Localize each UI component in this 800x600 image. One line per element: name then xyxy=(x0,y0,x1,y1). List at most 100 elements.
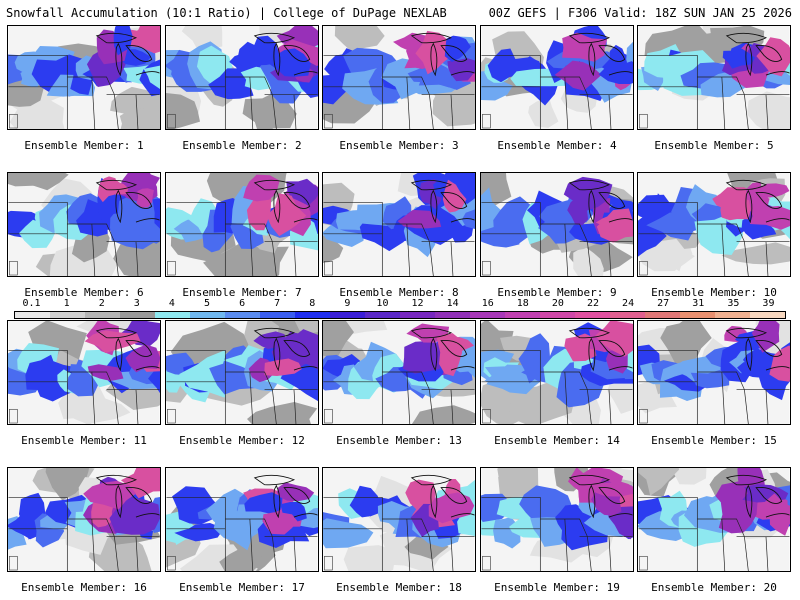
ensemble-panel-9 xyxy=(480,172,634,277)
colorbar-tick-label: 5 xyxy=(203,298,211,309)
ensemble-panel-19 xyxy=(480,467,634,572)
snowfall-map xyxy=(8,26,160,129)
ensemble-panel-6 xyxy=(7,172,161,277)
colorbar-tick-label: 4 xyxy=(168,298,175,309)
snowfall-map xyxy=(481,26,633,129)
snowfall-map xyxy=(481,468,633,571)
colorbar-tick-label: 20 xyxy=(551,298,564,309)
colorbar-tick-label: 2 xyxy=(98,298,105,309)
colorbar-segment xyxy=(225,312,260,318)
snowfall-colorbar xyxy=(14,311,786,319)
ensemble-member-label: Ensemble Member: 5 xyxy=(654,139,774,152)
colorbar-tick-label: 3 xyxy=(133,298,140,309)
colorbar-tick-label: 16 xyxy=(481,298,494,309)
colorbar-tick-label: 1 xyxy=(63,298,70,309)
colorbar-segment xyxy=(435,312,470,318)
ensemble-panel-3 xyxy=(322,25,476,130)
snowfall-map xyxy=(8,468,160,571)
colorbar-segment xyxy=(330,312,365,318)
ensemble-panel-5 xyxy=(637,25,791,130)
colorbar-tick-label: 35 xyxy=(727,298,740,309)
colorbar-tick-label: 10 xyxy=(376,298,389,309)
snowfall-map xyxy=(166,468,318,571)
snowfall-map xyxy=(323,173,475,276)
colorbar-tick-label: 31 xyxy=(692,298,705,309)
ensemble-member-label: Ensemble Member: 8 xyxy=(339,286,459,299)
ensemble-member-label: Ensemble Member: 6 xyxy=(24,286,144,299)
ensemble-member-label: Ensemble Member: 1 xyxy=(24,139,144,152)
ensemble-member-label: Ensemble Member: 3 xyxy=(339,139,459,152)
colorbar-segment xyxy=(610,312,645,318)
colorbar-segment xyxy=(295,312,330,318)
colorbar-tick-label: 22 xyxy=(586,298,600,309)
colorbar-tick-label: 39 xyxy=(762,298,775,309)
ensemble-member-label: Ensemble Member: 10 xyxy=(651,286,777,299)
colorbar-tick-label: 7 xyxy=(274,298,281,309)
ensemble-member-label: Ensemble Member: 15 xyxy=(651,434,777,447)
ensemble-member-label: Ensemble Member: 19 xyxy=(494,581,620,594)
colorbar-segment xyxy=(750,312,785,318)
ensemble-panel-2 xyxy=(165,25,319,130)
ensemble-member-label: Ensemble Member: 9 xyxy=(497,286,617,299)
ensemble-member-label: Ensemble Member: 13 xyxy=(336,434,462,447)
colorbar-tick-label: 8 xyxy=(309,298,316,309)
ensemble-member-label: Ensemble Member: 2 xyxy=(182,139,302,152)
ensemble-panel-11 xyxy=(7,320,161,425)
colorbar-tick-label: 14 xyxy=(446,298,459,309)
snowfall-map xyxy=(8,173,160,276)
colorbar-segment xyxy=(155,312,190,318)
colorbar-tick-label: 27 xyxy=(657,298,670,309)
ensemble-panel-17 xyxy=(165,467,319,572)
snowfall-map xyxy=(166,26,318,129)
ensemble-panel-18 xyxy=(322,467,476,572)
snowfall-map xyxy=(166,173,318,276)
ensemble-member-label: Ensemble Member: 20 xyxy=(651,581,777,594)
colorbar-segment xyxy=(470,312,505,318)
colorbar-tick-label: 24 xyxy=(622,298,635,309)
ensemble-panel-20 xyxy=(637,467,791,572)
ensemble-panel-10 xyxy=(637,172,791,277)
colorbar-segment xyxy=(85,312,120,318)
colorbar-segment xyxy=(540,312,575,318)
ensemble-member-label: Ensemble Member: 18 xyxy=(336,581,462,594)
ensemble-panel-1 xyxy=(7,25,161,130)
valid-time-label: 00Z GEFS | F306 Valid: 18Z SUN JAN 25 20… xyxy=(488,6,792,20)
colorbar-tick-label: 12 xyxy=(411,298,424,309)
ensemble-member-label: Ensemble Member: 4 xyxy=(497,139,617,152)
ensemble-panel-4 xyxy=(480,25,634,130)
ensemble-panel-12 xyxy=(165,320,319,425)
colorbar-segment xyxy=(15,312,50,318)
colorbar-segment xyxy=(645,312,680,318)
colorbar-segment xyxy=(190,312,225,318)
colorbar-tick-label: 9 xyxy=(344,298,351,309)
colorbar-segment xyxy=(365,312,400,318)
colorbar-segment xyxy=(715,312,750,318)
snowfall-map xyxy=(638,468,790,571)
ensemble-panel-7 xyxy=(165,172,319,277)
colorbar-segment xyxy=(505,312,540,318)
snowfall-map xyxy=(323,321,475,424)
ensemble-member-label: Ensemble Member: 7 xyxy=(182,286,302,299)
snowfall-map xyxy=(8,321,160,424)
snowfall-map xyxy=(481,321,633,424)
colorbar-segment xyxy=(50,312,85,318)
ensemble-panel-8 xyxy=(322,172,476,277)
snowfall-map xyxy=(638,173,790,276)
snowfall-map xyxy=(481,173,633,276)
ensemble-panel-13 xyxy=(322,320,476,425)
ensemble-member-label: Ensemble Member: 17 xyxy=(179,581,305,594)
colorbar-segment xyxy=(575,312,610,318)
ensemble-panel-15 xyxy=(637,320,791,425)
colorbar-tick-label: 0.1 xyxy=(22,298,41,309)
snowfall-map xyxy=(323,468,475,571)
colorbar-segment xyxy=(120,312,155,318)
colorbar-segment xyxy=(400,312,435,318)
ensemble-panel-14 xyxy=(480,320,634,425)
snowfall-map xyxy=(638,321,790,424)
colorbar-segment xyxy=(260,312,295,318)
ensemble-member-label: Ensemble Member: 11 xyxy=(21,434,147,447)
snowfall-map xyxy=(323,26,475,129)
map-title: Snowfall Accumulation (10:1 Ratio) | Col… xyxy=(6,6,447,20)
ensemble-panel-16 xyxy=(7,467,161,572)
snowfall-map xyxy=(166,321,318,424)
